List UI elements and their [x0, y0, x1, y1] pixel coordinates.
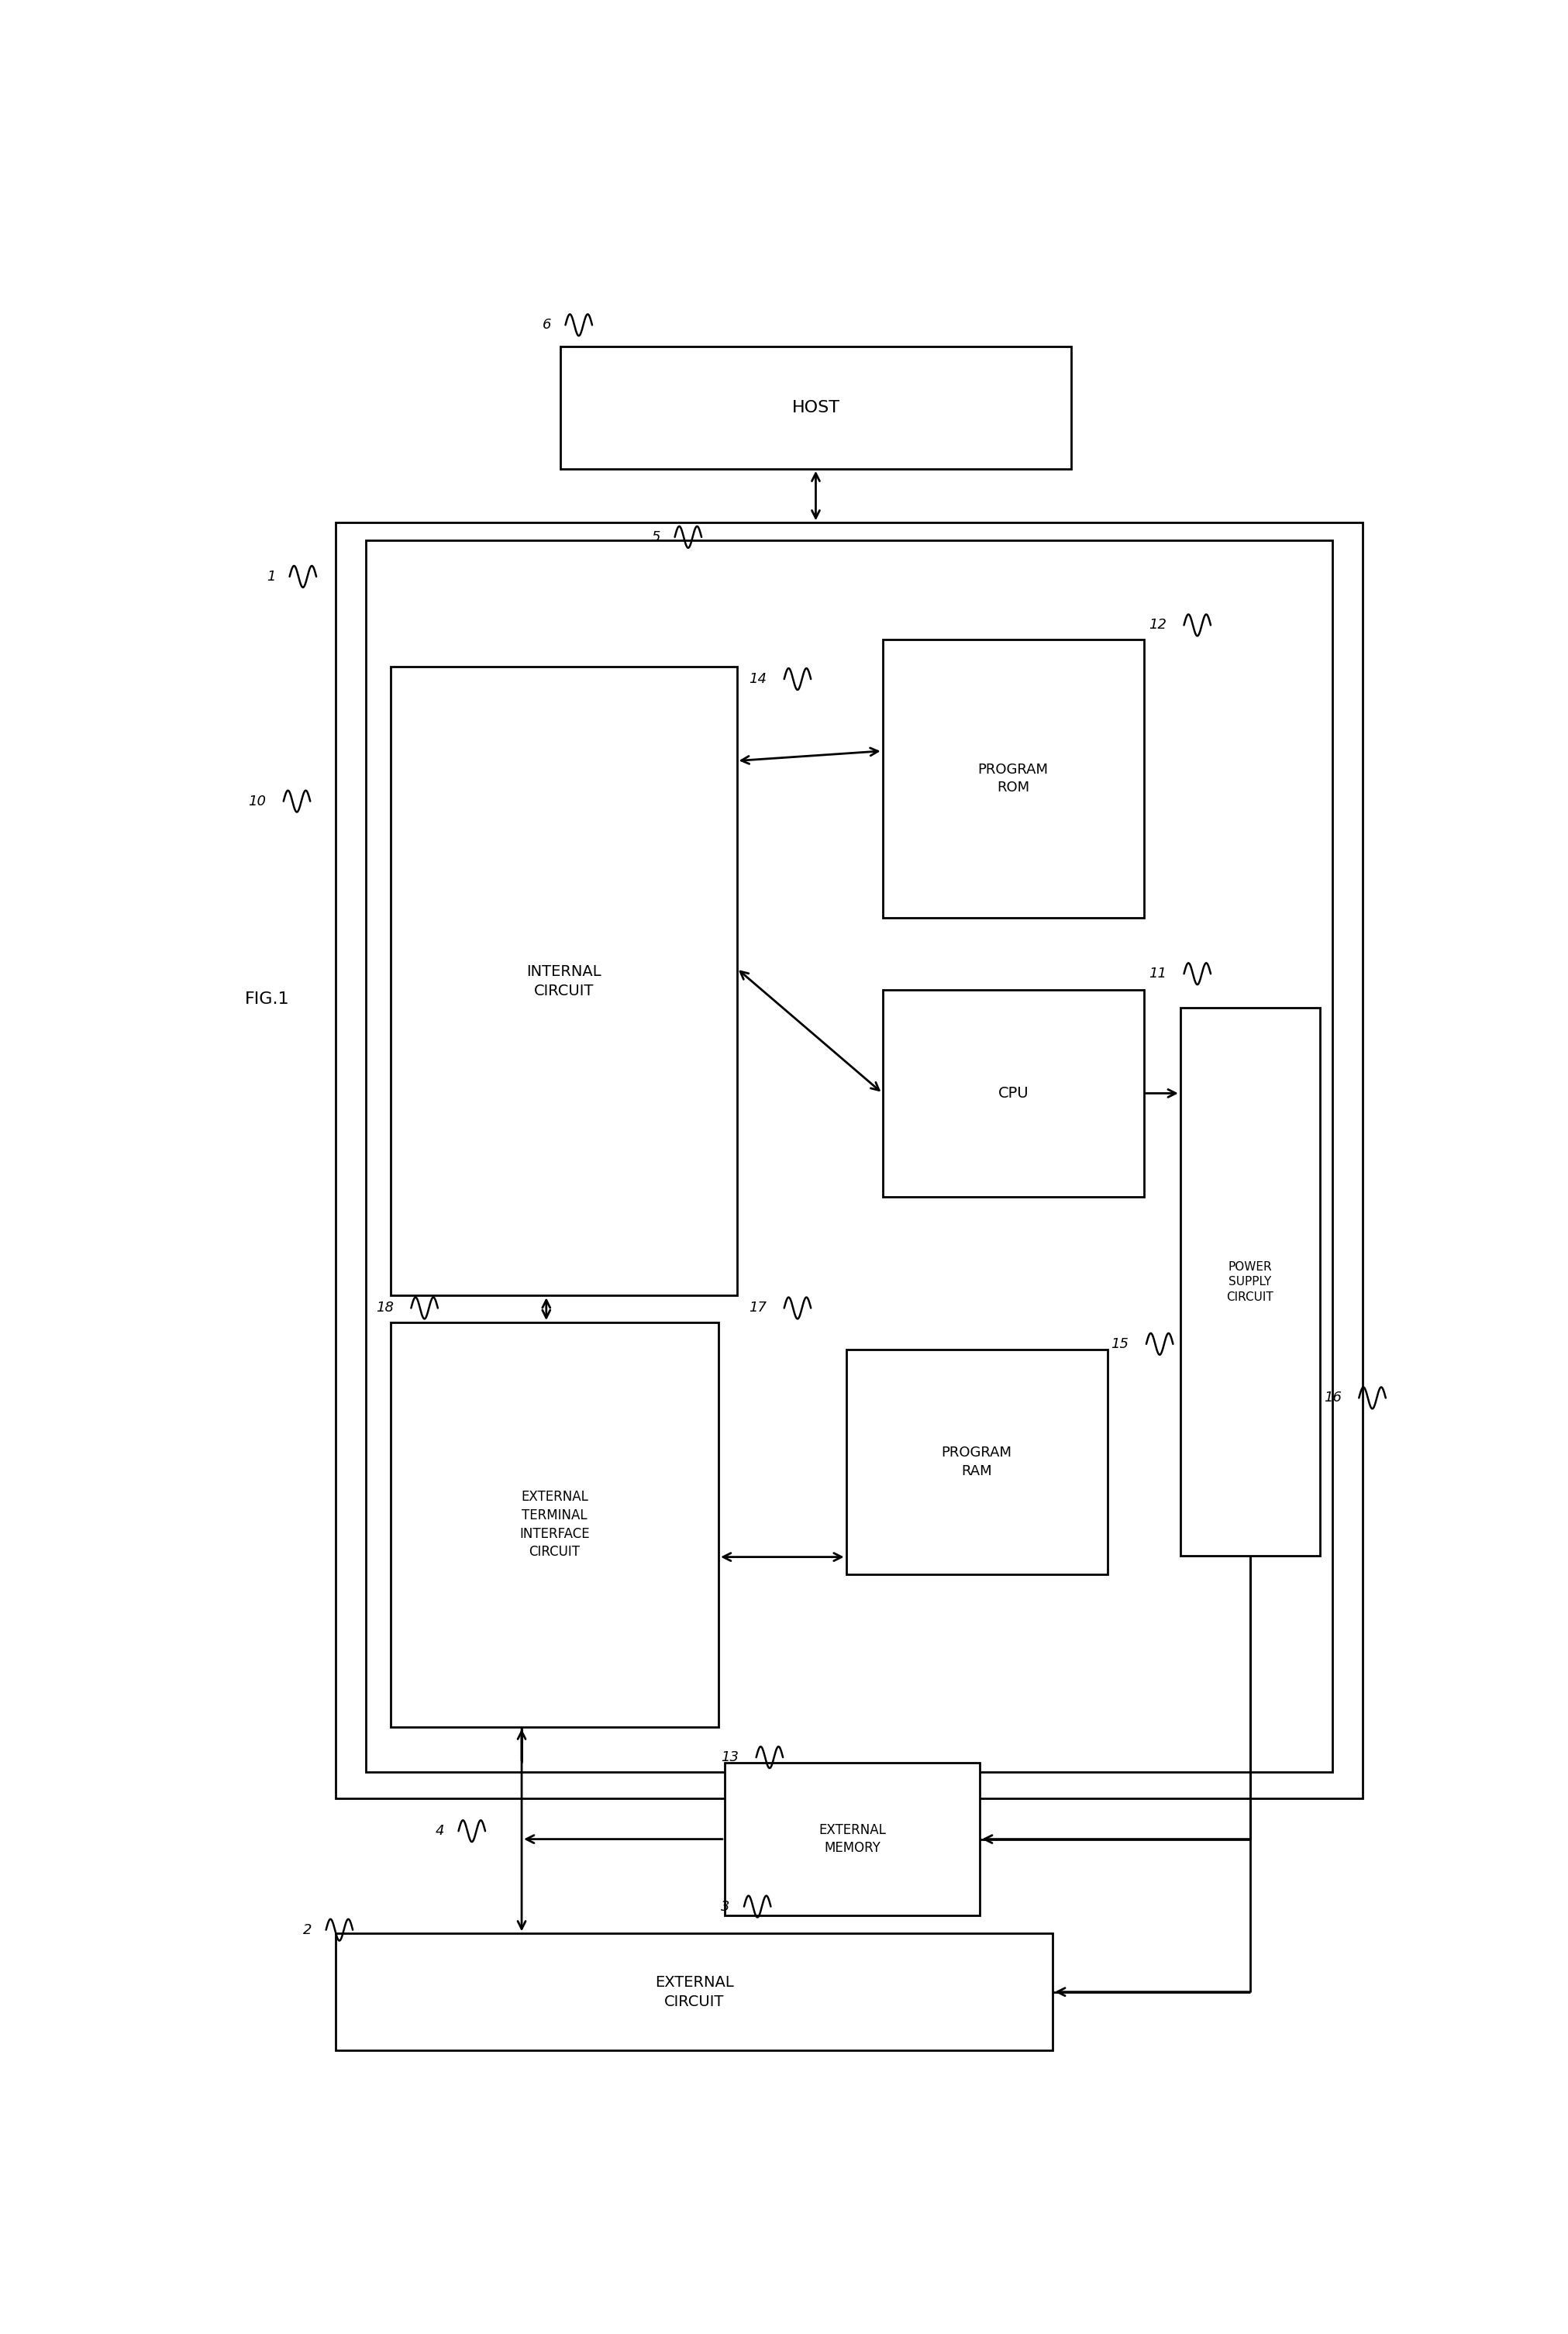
Bar [847, 1349, 1107, 1573]
Text: 3: 3 [721, 1900, 729, 1914]
Text: EXTERNAL
MEMORY: EXTERNAL MEMORY [818, 1823, 886, 1856]
Text: PROGRAM
ROM: PROGRAM ROM [978, 763, 1049, 796]
Text: 13: 13 [721, 1750, 739, 1765]
Text: 14: 14 [750, 672, 767, 686]
Text: 15: 15 [1112, 1337, 1129, 1351]
Text: EXTERNAL
CIRCUIT: EXTERNAL CIRCUIT [655, 1975, 734, 2010]
Text: 2: 2 [303, 1923, 312, 1937]
Text: 5: 5 [652, 530, 660, 544]
Bar [390, 668, 737, 1295]
Bar [1181, 1008, 1320, 1557]
Bar [336, 1933, 1052, 2049]
Bar [560, 345, 1071, 469]
Text: CPU: CPU [997, 1085, 1029, 1102]
Text: 10: 10 [248, 794, 267, 808]
Bar [336, 523, 1363, 1800]
Text: 17: 17 [750, 1300, 767, 1314]
Text: 18: 18 [376, 1300, 394, 1314]
Text: 12: 12 [1149, 619, 1167, 633]
Text: POWER
SUPPLY
CIRCUIT: POWER SUPPLY CIRCUIT [1226, 1260, 1273, 1302]
Bar [883, 990, 1143, 1197]
Bar [365, 541, 1333, 1772]
Text: INTERNAL
CIRCUIT: INTERNAL CIRCUIT [527, 964, 601, 999]
Text: 1: 1 [267, 569, 276, 584]
Bar [390, 1323, 718, 1727]
Text: 4: 4 [436, 1825, 444, 1837]
Text: HOST: HOST [792, 399, 840, 415]
Bar [724, 1762, 980, 1916]
Text: FIG.1: FIG.1 [245, 992, 289, 1006]
Text: 16: 16 [1323, 1391, 1342, 1405]
Text: 6: 6 [543, 317, 552, 331]
Text: PROGRAM
RAM: PROGRAM RAM [941, 1445, 1011, 1477]
Bar [883, 640, 1143, 917]
Text: 11: 11 [1149, 966, 1167, 980]
Text: EXTERNAL
TERMINAL
INTERFACE
CIRCUIT: EXTERNAL TERMINAL INTERFACE CIRCUIT [519, 1489, 590, 1559]
